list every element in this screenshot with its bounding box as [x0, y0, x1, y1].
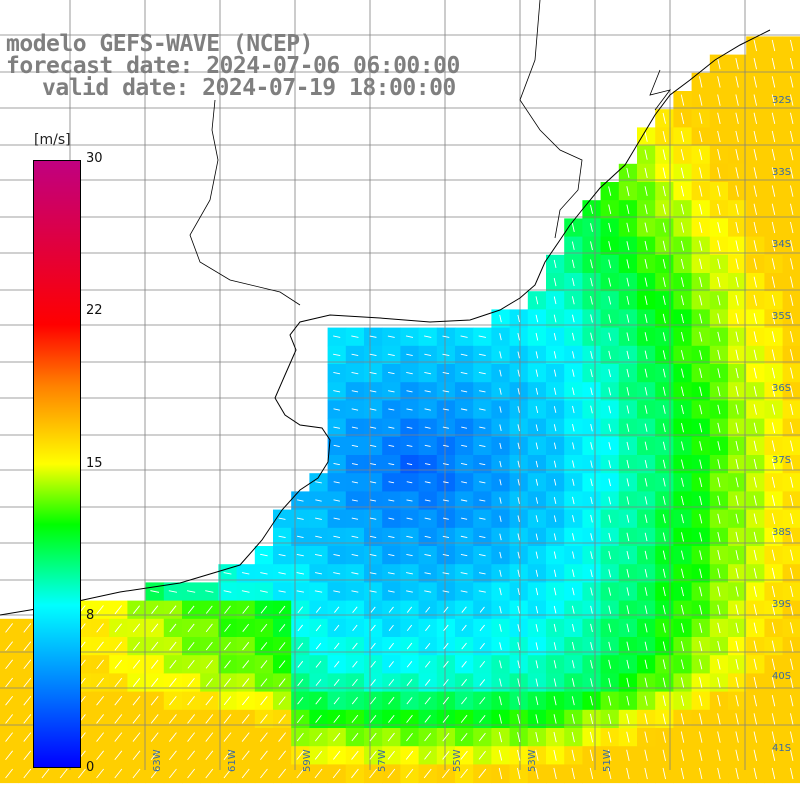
lat-label: 34S	[772, 239, 792, 250]
colorbar-tick: 8	[86, 608, 95, 623]
lat-label: 33S	[772, 167, 792, 178]
lon-label: 51W	[602, 749, 613, 772]
lat-label: 32S	[772, 95, 792, 106]
lon-label: 59W	[302, 749, 313, 772]
wind-speed-cells	[0, 36, 800, 784]
lat-lon-grid	[0, 0, 800, 770]
colorbar-unit: [m/s]	[34, 132, 71, 148]
lat-label: 36S	[772, 383, 792, 394]
lon-label: 63W	[152, 749, 163, 772]
colorbar-tick: 22	[86, 303, 103, 318]
lon-label: 57W	[377, 749, 388, 772]
colorbar-tick: 30	[86, 151, 103, 166]
lat-label: 35S	[772, 311, 792, 322]
lon-label: 55W	[452, 749, 463, 772]
colorbar: [m/s] 30 22 15 8 0	[30, 130, 120, 780]
forecast-date: forecast date: 2024-07-06 06:00:00	[6, 53, 460, 79]
lon-label: 53W	[527, 749, 538, 772]
lat-label: 38S	[772, 527, 792, 538]
colorbar-gradient	[33, 160, 81, 768]
colorbar-tick: 0	[86, 760, 95, 775]
lat-label: 39S	[772, 599, 792, 610]
colorbar-tick: 15	[86, 456, 103, 471]
lat-label: 37S	[772, 455, 792, 466]
lat-label: 41S	[772, 743, 792, 754]
land-border	[189, 0, 671, 306]
coastline	[0, 29, 771, 616]
model-title: modelo GEFS-WAVE (NCEP)	[6, 31, 314, 57]
lon-label: 61W	[227, 749, 238, 772]
valid-date: valid date: 2024-07-19 18:00:00	[42, 75, 456, 101]
lat-label: 40S	[772, 671, 792, 682]
